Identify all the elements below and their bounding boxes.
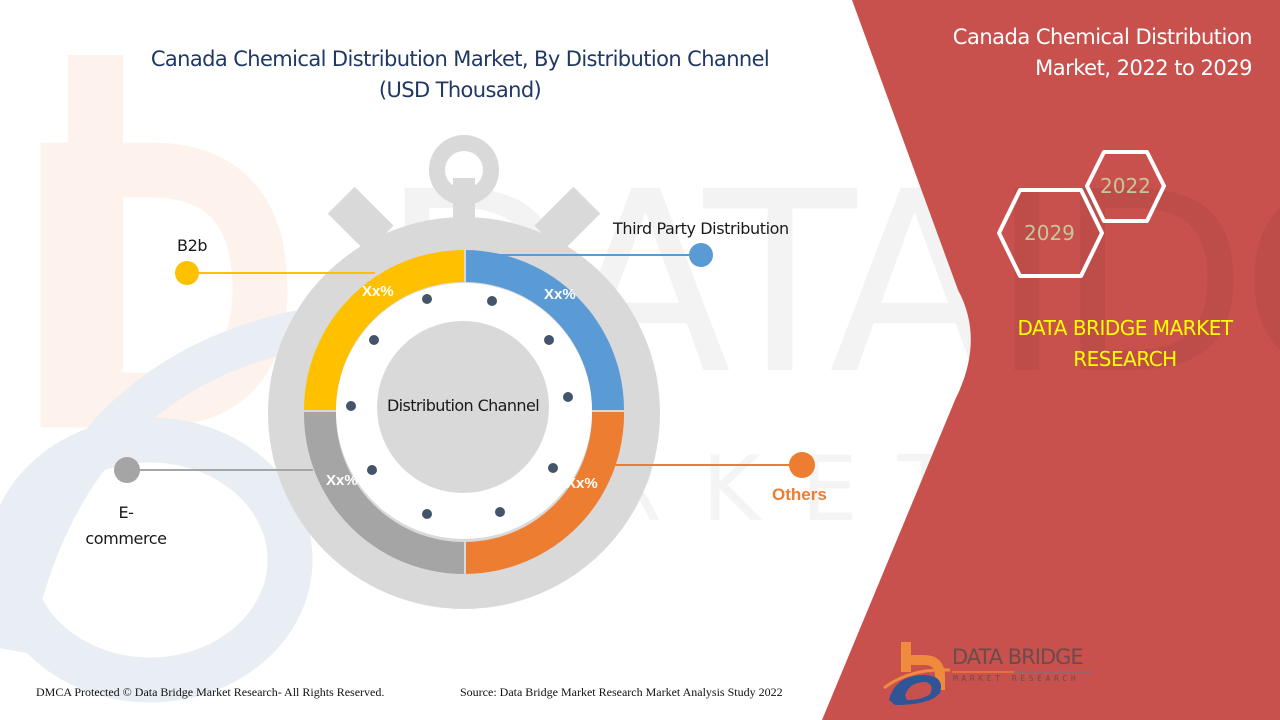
segment-b2b (304, 250, 464, 410)
logo-subtext: MARKET RESEARCH (953, 674, 1080, 683)
legend-dot-others (789, 452, 815, 478)
value-label-third-party: Xx% (544, 286, 576, 303)
value-label-b2b: Xx% (362, 283, 394, 300)
side-panel-title-line2: Market, 2022 to 2029 (1035, 56, 1252, 80)
legend-label-ecommerce-line1: E- (118, 503, 134, 522)
segment-others (466, 412, 625, 574)
legend-label-ecommerce-line2: commerce (85, 529, 167, 548)
stopwatch-button-right (534, 186, 601, 253)
tick-dots (346, 294, 573, 519)
side-panel-title: Canada Chemical Distribution Market, 202… (952, 22, 1253, 84)
year-start: 2022 (1100, 174, 1151, 198)
legend-dot-ecommerce (114, 457, 140, 483)
value-label-ecommerce: Xx% (326, 472, 358, 489)
hexagon-2029 (997, 188, 1104, 278)
watermark-logo (0, 55, 313, 703)
logo-icon (883, 642, 951, 705)
legend-label-third-party: Third Party Distribution (613, 219, 789, 238)
side-panel-title-line1: Canada Chemical Distribution (952, 25, 1253, 49)
footer-source: Source: Data Bridge Market Research Mark… (460, 685, 783, 699)
stopwatch-button-left (327, 186, 394, 253)
svg-text:IDGE: IDGE (990, 138, 1280, 429)
legend-label-others: Others (772, 485, 827, 504)
logo-text: DATA BRIDGE (952, 645, 1084, 669)
chart-title-line2: (USD Thousand) (378, 78, 542, 102)
legend-label-ecommerce: E- commerce (78, 500, 174, 552)
brand-name: DATA BRIDGE MARKET RESEARCH (990, 313, 1260, 375)
center-disc (377, 321, 549, 493)
footer-copyright: DMCA Protected © Data Bridge Market Rese… (36, 685, 385, 699)
year-end: 2029 (1024, 221, 1075, 245)
brand-name-line1: DATA BRIDGE MARKET (1017, 316, 1233, 340)
chart-title: Canada Chemical Distribution Market, By … (100, 44, 820, 106)
segment-ecommerce (303, 412, 464, 574)
value-label-others: Xx% (566, 475, 598, 492)
legend-dot-third-party (689, 243, 713, 267)
center-label: Distribution Channel (386, 396, 540, 415)
side-panel-shape (822, 0, 1280, 720)
legend-label-b2b: B2b (177, 236, 208, 255)
hexagon-2022 (1085, 150, 1166, 223)
legend-dot-b2b (175, 261, 199, 285)
brand-name-line2: RESEARCH (1073, 347, 1177, 371)
chart-title-line1: Canada Chemical Distribution Market, By … (150, 47, 770, 71)
segment-third-party (466, 250, 624, 410)
